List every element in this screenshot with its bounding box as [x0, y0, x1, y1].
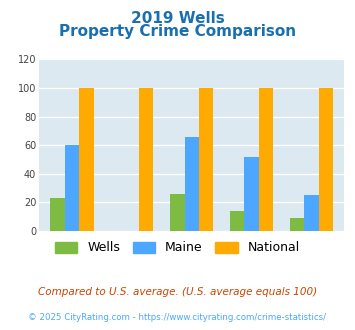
- Bar: [304, 195, 318, 231]
- Text: 2019 Wells: 2019 Wells: [131, 11, 224, 26]
- Bar: [79, 88, 93, 231]
- Bar: [290, 218, 304, 231]
- Bar: [65, 145, 79, 231]
- Legend: Wells, Maine, National: Wells, Maine, National: [50, 236, 305, 259]
- Bar: [199, 88, 213, 231]
- Bar: [230, 211, 244, 231]
- Bar: [170, 194, 185, 231]
- Text: Compared to U.S. average. (U.S. average equals 100): Compared to U.S. average. (U.S. average …: [38, 287, 317, 297]
- Text: Property Crime Comparison: Property Crime Comparison: [59, 24, 296, 39]
- Bar: [259, 88, 273, 231]
- Bar: [244, 157, 259, 231]
- Bar: [318, 88, 333, 231]
- Bar: [50, 198, 65, 231]
- Bar: [185, 137, 199, 231]
- Bar: [139, 88, 153, 231]
- Text: © 2025 CityRating.com - https://www.cityrating.com/crime-statistics/: © 2025 CityRating.com - https://www.city…: [28, 313, 327, 322]
